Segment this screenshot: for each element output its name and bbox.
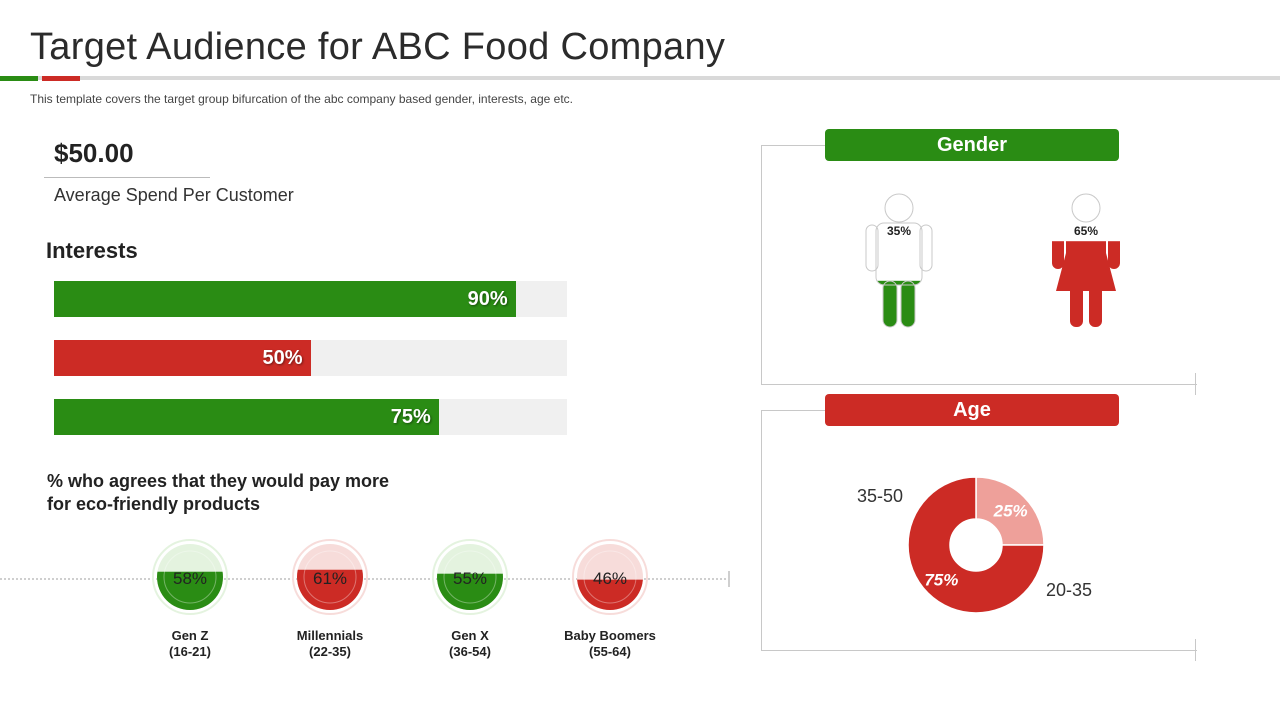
gen-range: (36-54) (449, 644, 491, 659)
gen-name: Gen Z (171, 628, 209, 643)
interest-bar-fill: 90% (54, 281, 516, 317)
age-label-35-50: 35-50 (857, 486, 904, 506)
gen-circle-baby-boomers: 46% (572, 539, 648, 615)
male-figure-fill (866, 280, 932, 327)
gen-z-label: Gen Z (16-21) (130, 628, 250, 660)
gen-outer-ring (572, 539, 648, 615)
interest-bar-label: 90% (467, 288, 508, 310)
interests-title: Interests (46, 238, 138, 263)
interest-bar-fill: 50% (54, 340, 311, 376)
page-title: Target Audience for ABC Food Company (30, 26, 726, 68)
page-subtitle: This template covers the target group bi… (30, 92, 573, 106)
gen-circle-millennials: 61% (292, 539, 368, 615)
age-slice-label: 25% (993, 501, 1028, 520)
average-spend-value: $50.00 (54, 138, 134, 168)
gen-outer-ring (432, 539, 508, 615)
age-panel-end-cap (1195, 639, 1196, 661)
gen-percent-label: 58% (173, 569, 207, 588)
female-percent-label: 65% (1074, 224, 1098, 238)
title-accent-green (0, 76, 38, 81)
gen-name: Baby Boomers (564, 628, 656, 643)
age-panel-bottom-border (761, 650, 1197, 651)
gen-range: (55-64) (589, 644, 631, 659)
eco-title: % who agrees that they would pay more fo… (47, 470, 447, 516)
age-panel-left-border (761, 410, 762, 650)
gen-inner-ring (303, 550, 357, 604)
interest-bar-label: 75% (390, 406, 431, 428)
millennials-label: Millennials (22-35) (270, 628, 390, 660)
age-label-20-35: 20-35 (1046, 580, 1093, 600)
eco-line-end-cap (728, 571, 730, 587)
female-figure-fill (1052, 241, 1120, 327)
gen-range: (16-21) (169, 644, 211, 659)
gender-panel-left-border (761, 145, 762, 385)
gen-circle-gen-z: 58% (152, 539, 228, 615)
interest-bar-track: 75% (54, 399, 567, 435)
interest-bar-label: 50% (262, 347, 303, 369)
age-slice-label: 75% (924, 571, 958, 590)
gen-name: Millennials (296, 628, 364, 643)
gender-panel-end-cap (1195, 373, 1196, 395)
eco-title-line-1: % who agrees that they would pay more (47, 471, 390, 491)
gen-circle-gen-x: 55% (432, 539, 508, 615)
interest-bar-track: 50% (54, 340, 567, 376)
age-header: Age (825, 394, 1119, 426)
gen-inner-ring (443, 550, 497, 604)
gen-outer-ring (292, 539, 368, 615)
female-figure: 65% (1052, 193, 1120, 327)
male-figure: 35% (865, 193, 933, 328)
gen-x-label: Gen X (36-54) (410, 628, 530, 660)
interest-bar-fill: 75% (54, 399, 439, 435)
age-donut-chart: 25% 75% (907, 476, 1045, 614)
eco-title-line-2: for eco-friendly products (47, 494, 261, 514)
title-accent-red (42, 76, 80, 81)
eco-dotted-line (0, 578, 730, 580)
gender-header: Gender (825, 129, 1119, 161)
age-slice-20-35 (907, 476, 1045, 614)
gen-inner-ring (583, 550, 637, 604)
gender-panel-top-border (761, 145, 825, 146)
gen-percent-label: 46% (593, 569, 627, 588)
gen-percent-label: 61% (313, 569, 347, 588)
gen-range: (22-35) (309, 644, 351, 659)
gen-percent-label: 55% (453, 569, 487, 588)
average-spend-label: Average Spend Per Customer (54, 185, 294, 205)
gender-panel-bottom-border (761, 384, 1197, 385)
spend-divider (44, 177, 210, 178)
male-percent-label: 35% (887, 224, 911, 238)
gen-inner-ring (163, 550, 217, 604)
title-divider (0, 76, 1280, 80)
male-figure-base (866, 194, 932, 327)
gen-name: Gen X (451, 628, 489, 643)
baby-boomers-label: Baby Boomers (55-64) (550, 628, 670, 660)
age-panel-top-border (761, 410, 825, 411)
age-slice-35-50 (975, 476, 1045, 546)
gen-outer-ring (152, 539, 228, 615)
interest-bar-track: 90% (54, 281, 567, 317)
